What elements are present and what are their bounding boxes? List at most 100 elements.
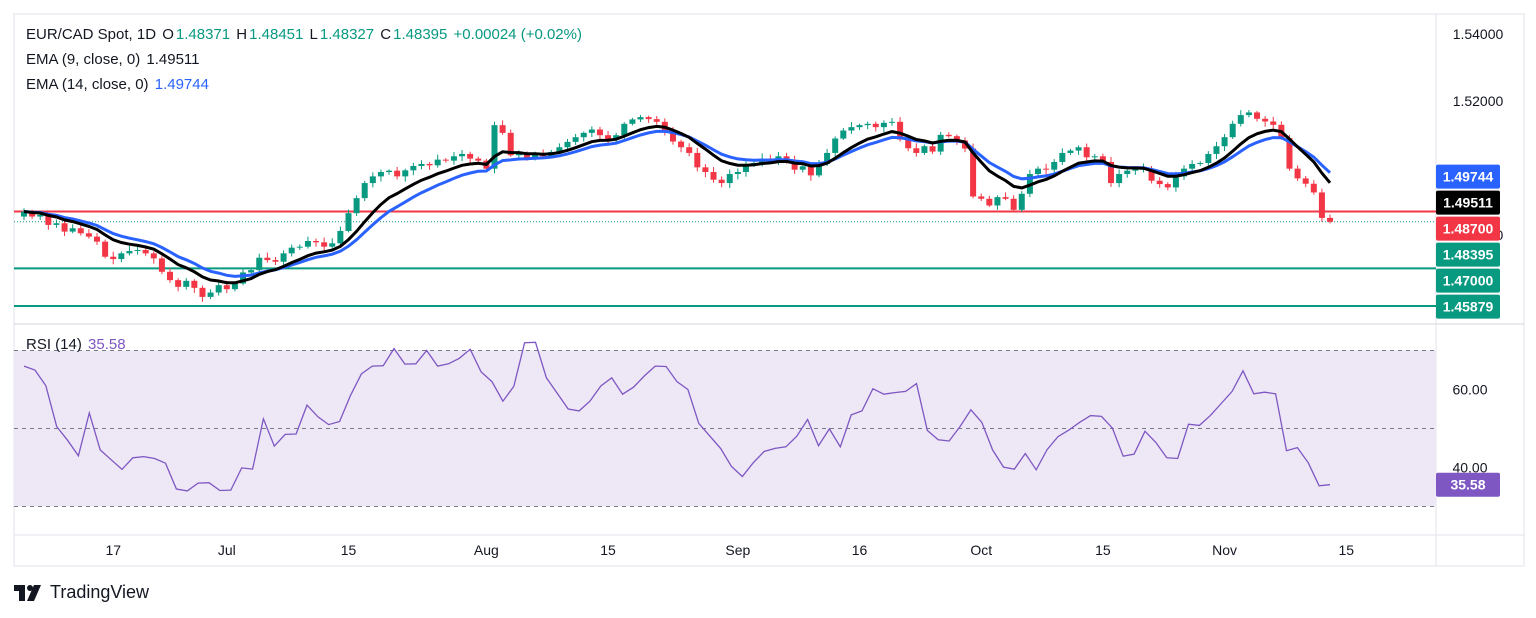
- price-label-text: 1.49744: [1443, 169, 1494, 185]
- rsi-line: [23, 341, 1331, 492]
- tradingview-brand[interactable]: TradingView: [14, 582, 149, 603]
- candle-body: [1254, 112, 1261, 119]
- candle-body: [742, 165, 749, 173]
- candle-body: [1221, 137, 1228, 147]
- candle-body: [791, 160, 798, 170]
- candle-body: [475, 158, 482, 161]
- rsi-label: RSI (14): [26, 336, 82, 353]
- rsi-legend[interactable]: RSI (14) 35.58: [26, 336, 128, 353]
- candle-body: [905, 139, 912, 149]
- candle-body: [426, 163, 433, 166]
- candle-body: [605, 135, 612, 140]
- candle-body: [450, 156, 457, 161]
- candle-body: [329, 243, 336, 247]
- candle-body: [864, 123, 871, 126]
- high-value: 1.48451: [249, 26, 304, 43]
- price-tick-label: 1.52000: [1453, 93, 1504, 109]
- tradingview-logo-icon: [14, 584, 41, 601]
- rsi-tick-label: 40.00: [1452, 460, 1487, 476]
- candle-body: [126, 251, 133, 254]
- ema14-line: [23, 129, 1332, 278]
- candle-body: [353, 198, 360, 214]
- time-tick-label: Nov: [1212, 542, 1237, 558]
- candle-body: [1189, 163, 1196, 169]
- candle-body: [1156, 180, 1163, 185]
- time-tick-label: Sep: [725, 542, 750, 558]
- candle-body: [1051, 161, 1058, 170]
- time-tick-label: Jul: [218, 542, 236, 558]
- candle-body: [1035, 168, 1041, 175]
- candle-body: [621, 123, 628, 136]
- candle-body: [629, 119, 636, 124]
- candle-body: [386, 170, 393, 173]
- time-tick-label: 17: [105, 542, 121, 558]
- close-value: 1.48395: [393, 26, 448, 43]
- candle-body: [280, 253, 287, 262]
- candle-body: [1237, 115, 1244, 124]
- candle-body: [1310, 183, 1317, 193]
- rsi-value: 35.58: [88, 336, 126, 353]
- candle-body: [175, 280, 182, 287]
- horizontal-levels: [14, 210, 1436, 307]
- candle-body: [564, 141, 571, 148]
- candle-body: [1286, 138, 1293, 169]
- candle-body: [832, 138, 839, 153]
- candle-body: [1075, 147, 1082, 151]
- time-tick-label: 15: [341, 542, 357, 558]
- candle-body: [1132, 168, 1139, 171]
- candle-body: [191, 280, 198, 288]
- ema14-value: 1.49744: [154, 76, 209, 93]
- rsi-panel: [14, 341, 1436, 507]
- ema14-label: EMA (14, close, 0): [26, 76, 149, 93]
- candle-body: [1327, 217, 1334, 222]
- ema14-legend[interactable]: EMA (14, close, 0) 1.49744: [26, 76, 211, 93]
- candle-body: [645, 117, 652, 120]
- candle-body: [1245, 112, 1252, 116]
- ema-lines: [23, 124, 1332, 285]
- candle-body: [61, 223, 68, 232]
- candle-body: [1294, 168, 1301, 179]
- candle-body: [345, 213, 352, 231]
- price-label-text: 1.48700: [1443, 221, 1494, 237]
- candle-body: [929, 146, 936, 152]
- candle-body: [1091, 156, 1098, 158]
- time-tick-label: 15: [1338, 542, 1354, 558]
- price-tick-label: 1.54000: [1453, 26, 1504, 42]
- candle-body: [856, 125, 863, 128]
- candle-body: [726, 174, 733, 184]
- candle-body: [1172, 176, 1179, 188]
- candle-body: [313, 240, 320, 243]
- candle-body: [1059, 152, 1066, 162]
- candle-body: [402, 170, 409, 177]
- candle-body: [694, 152, 701, 168]
- candle-body: [53, 223, 60, 225]
- candle-body: [1010, 198, 1017, 210]
- candle-body: [499, 125, 506, 133]
- ema9-legend[interactable]: EMA (9, close, 0) 1.49511: [26, 51, 202, 68]
- candle-body: [1067, 150, 1074, 153]
- candle-body: [953, 136, 960, 141]
- price-label-box: [1436, 164, 1500, 189]
- candle-body: [718, 179, 725, 184]
- candle-body: [29, 211, 36, 217]
- candle-body: [110, 256, 117, 260]
- candle-body: [637, 117, 644, 120]
- candle-body: [986, 198, 993, 206]
- candle-body: [978, 196, 985, 199]
- low-label: L: [309, 26, 318, 43]
- candle-body: [434, 159, 441, 166]
- candle-body: [572, 137, 579, 142]
- candle-body: [394, 170, 401, 177]
- candle-body: [240, 272, 247, 284]
- candle-body: [337, 230, 344, 244]
- candle-body: [613, 135, 620, 140]
- candle-body: [264, 257, 271, 261]
- symbol-title[interactable]: EUR/CAD Spot, 1D: [26, 26, 157, 43]
- rsi-value-box: [1436, 472, 1500, 497]
- candle-body: [142, 250, 149, 254]
- candle-body: [1302, 178, 1309, 184]
- time-tick-label: 15: [1095, 542, 1111, 558]
- candle-body: [1164, 184, 1171, 188]
- candle-body: [596, 129, 603, 136]
